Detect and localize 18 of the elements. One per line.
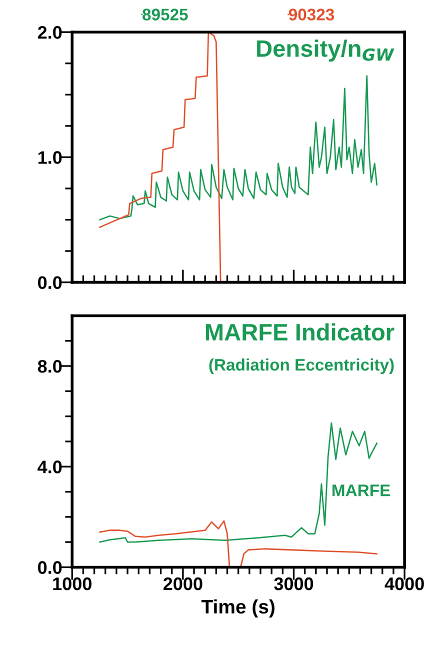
x-tick-label: 4000 bbox=[384, 577, 424, 590]
y-tick-label: 8.0 bbox=[38, 360, 62, 373]
y-tick-label: 2.0 bbox=[38, 26, 62, 39]
annotation: MARFE bbox=[332, 484, 390, 496]
x-tick-label: 3000 bbox=[274, 577, 314, 590]
x-tick-label: 2000 bbox=[163, 577, 202, 590]
legend-label: 89525 bbox=[142, 8, 188, 20]
legend-label: 90323 bbox=[288, 8, 334, 20]
line-series bbox=[99, 75, 378, 220]
annotation: (Radiation Eccentricity) bbox=[209, 358, 394, 374]
y-tick-label: 4.0 bbox=[38, 460, 62, 474]
y-tick-label: 1.0 bbox=[38, 151, 62, 164]
x-tick-label: 1000 bbox=[53, 577, 92, 590]
y-tick-label: 0.0 bbox=[38, 276, 62, 290]
y-tick-label: 0.0 bbox=[38, 561, 62, 574]
annotation: MARFE Indicator bbox=[206, 323, 394, 341]
annotation: Density/n$_{GW}$ bbox=[257, 40, 394, 62]
x-axis-title: Time (s) bbox=[201, 599, 274, 618]
